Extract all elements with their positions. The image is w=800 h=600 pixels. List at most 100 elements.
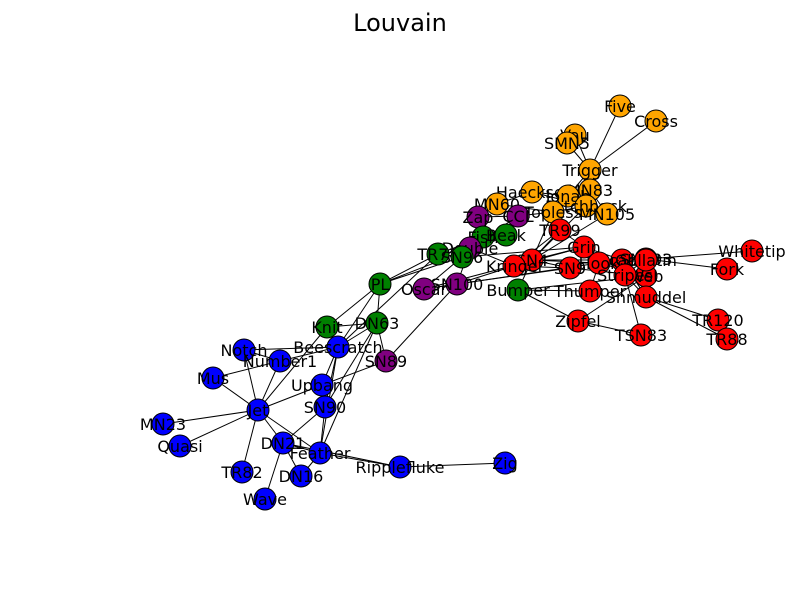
node-Zap: Zap xyxy=(463,205,494,229)
node-circle-Feather xyxy=(308,441,332,465)
node-Feather: Feather xyxy=(290,441,351,465)
node-label-Feather: Feather xyxy=(290,444,351,463)
node-circle-MN60 xyxy=(485,192,509,216)
node-Number1: Number1 xyxy=(243,349,317,373)
node-circle-Patchback xyxy=(574,194,598,218)
node-circle-DN16 xyxy=(289,464,313,488)
node-label-Ripplefluke: Ripplefluke xyxy=(356,458,445,477)
node-circle-MN105 xyxy=(595,202,619,226)
edge-TR77-Beescratch xyxy=(337,253,439,348)
edge-SN103-Fork xyxy=(645,258,728,270)
node-Whitetip: Whitetip xyxy=(718,239,786,263)
node-circle-Ripplefluke xyxy=(388,455,412,479)
edge-Shmuddel-TR120 xyxy=(645,296,719,321)
node-TR82: TR82 xyxy=(220,460,263,484)
node-circle-Notch xyxy=(232,338,256,362)
edge-Shmuddel-TR88 xyxy=(645,296,728,340)
node-PL: PL xyxy=(368,272,392,296)
node-circle-TR77 xyxy=(426,242,450,266)
node-circle-TR99 xyxy=(548,218,572,242)
node-circle-Mus xyxy=(201,366,225,390)
node-circle-SN9 xyxy=(558,256,582,280)
node-circle-TSN83 xyxy=(629,323,653,347)
node-label-SN96: SN96 xyxy=(441,248,483,267)
node-label-TR99: TR99 xyxy=(538,221,580,240)
edge-Bumper-Thumper xyxy=(517,289,591,292)
node-SN96: SN96 xyxy=(441,245,483,269)
node-Grin: Grin xyxy=(567,235,601,259)
node-label-Fork: Fork xyxy=(710,260,745,279)
node-circle-Five xyxy=(608,94,632,118)
node-TR77: TR77 xyxy=(416,242,459,266)
node-label-Whitetip: Whitetip xyxy=(718,242,785,261)
node-circle-Zig xyxy=(493,451,517,475)
edge-Jet-Quasi xyxy=(179,409,259,447)
node-Topless: Topless xyxy=(523,200,582,224)
node-MN23: MN23 xyxy=(140,412,186,436)
edge-Ripplefluke-Zig xyxy=(399,462,506,468)
graph-title: Louvain xyxy=(353,9,447,37)
node-label-Upbang: Upbang xyxy=(291,376,353,395)
node-SN100: SN100 xyxy=(431,272,484,296)
node-label-DN16: DN16 xyxy=(279,467,324,486)
node-circle-Beak xyxy=(494,223,518,247)
node-label-DN63: DN63 xyxy=(355,314,400,333)
node-label-CCL: CCL xyxy=(502,207,533,226)
node-label-TSN83: TSN83 xyxy=(614,326,667,345)
node-Bumper: Bumper xyxy=(486,278,550,302)
edge-Five-Trigger xyxy=(589,105,621,171)
node-label-MN105: MN105 xyxy=(579,205,635,224)
edge-Jet-Feather xyxy=(257,409,321,454)
node-label-Zig: Zig xyxy=(492,454,518,473)
edge-Number1-Mus xyxy=(212,360,281,379)
node-circle-TR120 xyxy=(706,308,730,332)
node-Stripes: Stripes xyxy=(597,263,653,287)
node-circle-Stripes xyxy=(613,263,637,287)
node-circle-Quasi xyxy=(168,434,192,458)
node-SN9: SN9 xyxy=(554,256,586,280)
node-circle-Fork xyxy=(715,257,739,281)
node-label-TR88: TR88 xyxy=(705,330,747,349)
node-circle-Knit xyxy=(315,315,339,339)
node-label-Haecksel: Haecksel xyxy=(496,183,568,202)
node-label-Shmuddel: Shmuddel xyxy=(606,288,687,307)
node-circle-SN96 xyxy=(450,245,474,269)
node-label-SN100: SN100 xyxy=(431,275,484,294)
node-MN105: MN105 xyxy=(579,202,635,226)
node-circle-Hook xyxy=(587,251,611,275)
node-label-Beescratch: Beescratch xyxy=(293,338,382,357)
node-TR120: TR120 xyxy=(691,308,744,332)
node-Ripplefluke: Ripplefluke xyxy=(356,455,445,479)
node-circle-Kringel xyxy=(502,254,526,278)
node-Beak: Beak xyxy=(486,223,527,247)
node-label-TR120: TR120 xyxy=(691,311,743,330)
node-Wave_low: Wave xyxy=(243,487,287,511)
node-label-Five: Five xyxy=(604,97,636,116)
node-Thumper: Thumper xyxy=(553,279,627,303)
node-label-Jet: Jet xyxy=(247,401,269,420)
node-circle-Beescratch xyxy=(326,335,350,359)
node-label-Zap: Zap xyxy=(463,208,494,227)
node-label-Beak: Beak xyxy=(486,226,527,245)
node-Knit: Knit xyxy=(311,315,343,339)
node-Mus: Mus xyxy=(197,366,229,390)
node-label-Notch: Notch xyxy=(221,341,268,360)
edge-Knit-Jet xyxy=(257,326,328,411)
edge-SN89-SN100 xyxy=(385,283,458,362)
node-label-SN89: SN89 xyxy=(365,352,407,371)
node-DN16: DN16 xyxy=(279,464,324,488)
node-Fork: Fork xyxy=(710,257,745,281)
node-circle-SN89 xyxy=(374,349,398,373)
node-label-Cross: Cross xyxy=(634,112,678,131)
node-TSN83: TSN83 xyxy=(614,323,667,347)
node-circle-Grin xyxy=(572,235,596,259)
node-label-DN21: DN21 xyxy=(261,434,306,453)
node-circle-Cross xyxy=(644,109,668,133)
node-label-Thumper: Thumper xyxy=(553,282,627,301)
node-circle-TR82 xyxy=(230,460,254,484)
node-Kringel: Kringel xyxy=(486,254,542,278)
node-circle-Whitetip xyxy=(740,239,764,263)
node-SN89: SN89 xyxy=(365,349,407,373)
edge-SN96-Grin xyxy=(461,246,585,258)
